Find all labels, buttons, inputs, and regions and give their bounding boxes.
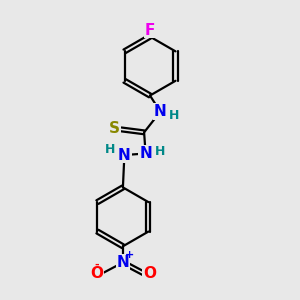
Text: O: O (143, 266, 156, 281)
Text: N: N (154, 104, 167, 119)
Text: N: N (118, 148, 131, 163)
Text: O: O (90, 266, 103, 281)
Text: +: + (125, 250, 134, 260)
Text: N: N (116, 255, 129, 270)
Text: H: H (169, 109, 180, 122)
Text: S: S (109, 121, 120, 136)
Text: H: H (104, 143, 115, 156)
Text: -: - (94, 260, 99, 270)
Text: N: N (139, 146, 152, 161)
Text: H: H (154, 145, 165, 158)
Text: F: F (145, 23, 155, 38)
